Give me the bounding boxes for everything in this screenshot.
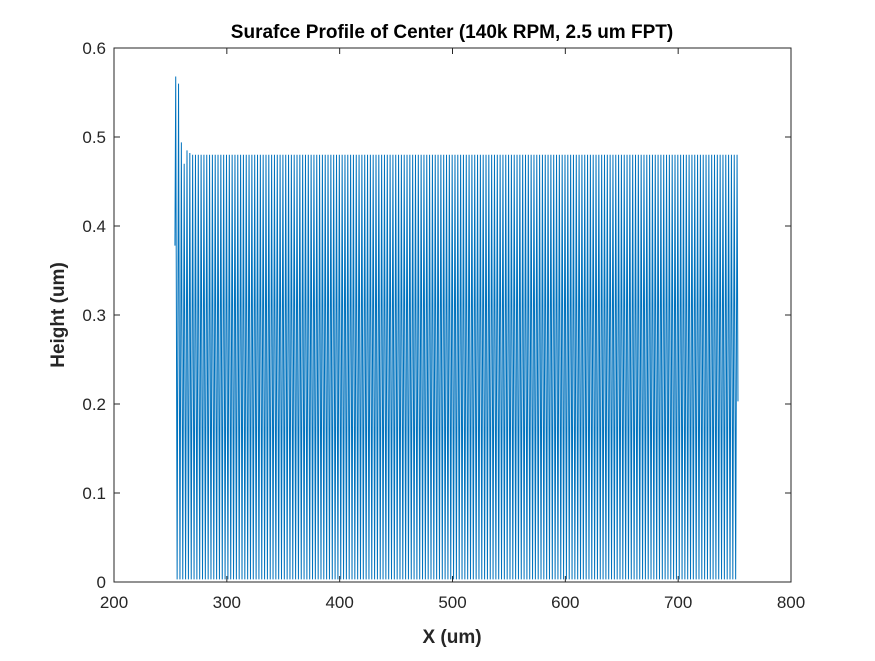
axes-layer: 200 300 400 500 600 700 800 0 0.1 0.2 0.3 0.4 0.5 0.6 xyxy=(82,39,805,612)
y-tick-label: 0 xyxy=(97,573,106,592)
x-tick-label: 400 xyxy=(325,593,353,612)
series-line-0 xyxy=(174,76,739,580)
x-tick-label: 700 xyxy=(664,593,692,612)
x-tick-label: 500 xyxy=(438,593,466,612)
y-tick-label: 0.2 xyxy=(82,395,106,414)
y-tick-label: 0.4 xyxy=(82,217,106,236)
x-tick-label: 800 xyxy=(777,593,805,612)
x-tick-label: 300 xyxy=(213,593,241,612)
x-axis-title: X (um) xyxy=(422,627,481,648)
y-tick-label: 0.1 xyxy=(82,484,106,503)
chart-title: Surafce Profile of Center (140k RPM, 2.5… xyxy=(231,22,673,43)
y-tick-label: 0.6 xyxy=(82,39,106,58)
y-tick-label: 0.3 xyxy=(82,306,106,325)
x-tick-label: 600 xyxy=(551,593,579,612)
x-tick-label: 200 xyxy=(100,593,128,612)
y-tick-label: 0.5 xyxy=(82,128,106,147)
series-layer xyxy=(174,76,739,580)
y-axis-title: Height (um) xyxy=(48,262,69,368)
